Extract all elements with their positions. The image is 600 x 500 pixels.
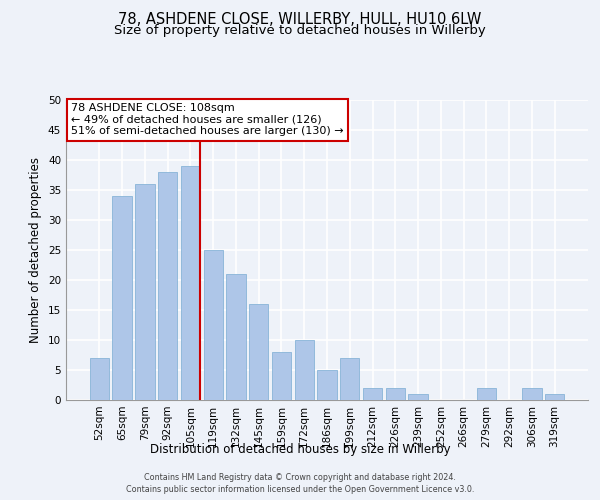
Bar [340, 358, 359, 400]
Bar [203, 250, 223, 400]
Bar [90, 358, 109, 400]
Bar [226, 274, 245, 400]
Bar [112, 196, 132, 400]
Y-axis label: Number of detached properties: Number of detached properties [29, 157, 43, 343]
Bar [135, 184, 155, 400]
Text: 78, ASHDENE CLOSE, WILLERBY, HULL, HU10 6LW: 78, ASHDENE CLOSE, WILLERBY, HULL, HU10 … [118, 12, 482, 28]
Bar [409, 394, 428, 400]
Text: Size of property relative to detached houses in Willerby: Size of property relative to detached ho… [114, 24, 486, 37]
Text: 78 ASHDENE CLOSE: 108sqm
← 49% of detached houses are smaller (126)
51% of semi-: 78 ASHDENE CLOSE: 108sqm ← 49% of detach… [71, 103, 344, 136]
Text: Distribution of detached houses by size in Willerby: Distribution of detached houses by size … [149, 442, 451, 456]
Bar [545, 394, 564, 400]
Bar [363, 388, 382, 400]
Bar [522, 388, 542, 400]
Bar [249, 304, 268, 400]
Bar [158, 172, 178, 400]
Bar [181, 166, 200, 400]
Bar [386, 388, 405, 400]
Bar [295, 340, 314, 400]
Bar [272, 352, 291, 400]
Bar [317, 370, 337, 400]
Text: Contains HM Land Registry data © Crown copyright and database right 2024.: Contains HM Land Registry data © Crown c… [144, 472, 456, 482]
Text: Contains public sector information licensed under the Open Government Licence v3: Contains public sector information licen… [126, 485, 474, 494]
Bar [476, 388, 496, 400]
